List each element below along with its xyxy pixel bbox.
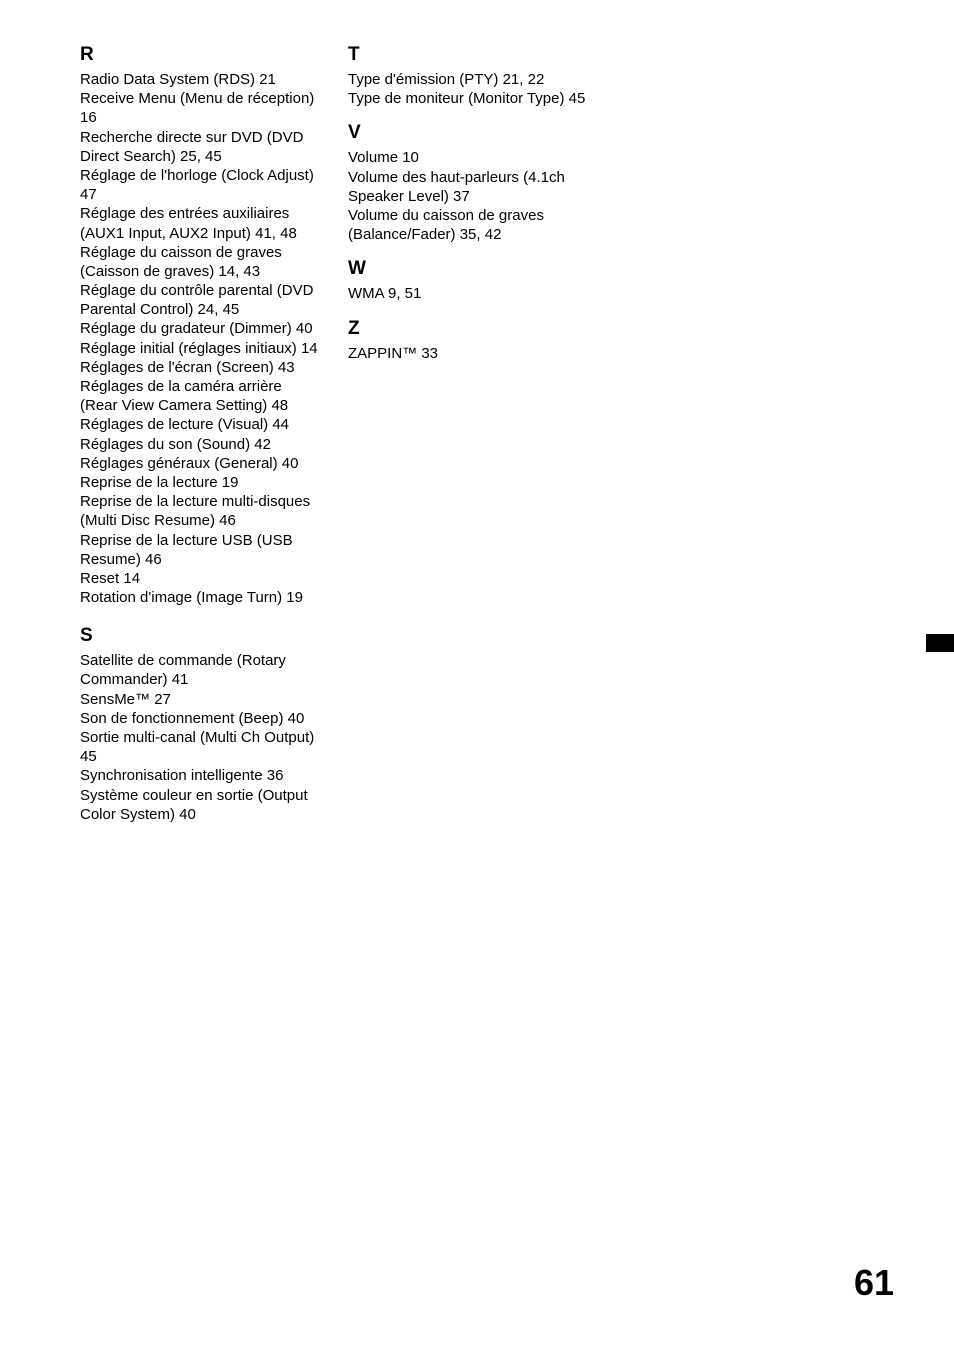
section-heading-t: T [348, 44, 588, 66]
index-entry: Réglages de lecture (Visual) 44 [80, 415, 320, 434]
index-entry: Réglages généraux (General) 40 [80, 454, 320, 473]
index-entry: Rotation d'image (Image Turn) 19 [80, 588, 320, 607]
index-entry: SensMe™ 27 [80, 690, 320, 709]
index-entry: Réglage de l'horloge (Clock Adjust) 47 [80, 166, 320, 204]
index-entry: Réglages de l'écran (Screen) 43 [80, 358, 320, 377]
section-heading-s: S [80, 625, 320, 647]
index-entry: WMA 9, 51 [348, 284, 588, 303]
column-right: T Type d'émission (PTY) 21, 22 Type de m… [348, 40, 588, 824]
index-entry: Réglage initial (réglages initiaux) 14 [80, 339, 320, 358]
index-entry: Réglage du contrôle parental (DVD Parent… [80, 281, 320, 319]
index-entry: Réglages du son (Sound) 42 [80, 435, 320, 454]
page-edge-mark [926, 634, 954, 652]
index-entry: Synchronisation intelligente 36 [80, 766, 320, 785]
index-entry: Réglage du caisson de graves (Caisson de… [80, 243, 320, 281]
index-entry: Receive Menu (Menu de réception) 16 [80, 89, 320, 127]
index-entry: Réglages de la caméra arrière (Rear View… [80, 377, 320, 415]
index-entry: Volume du caisson de graves (Balance/Fad… [348, 206, 588, 244]
section-heading-v: V [348, 122, 588, 144]
index-entry: Réglage du gradateur (Dimmer) 40 [80, 319, 320, 338]
section-heading-r: R [80, 44, 320, 66]
index-entry: Reset 14 [80, 569, 320, 588]
section-heading-w: W [348, 258, 588, 280]
index-entry: Volume 10 [348, 148, 588, 167]
index-entry: ZAPPIN™ 33 [348, 344, 588, 363]
index-entry: Volume des haut-parleurs (4.1ch Speaker … [348, 168, 588, 206]
index-entry: Type de moniteur (Monitor Type) 45 [348, 89, 588, 108]
index-entry: Reprise de la lecture USB (USB Resume) 4… [80, 531, 320, 569]
index-entry: Reprise de la lecture 19 [80, 473, 320, 492]
index-entry: Son de fonctionnement (Beep) 40 [80, 709, 320, 728]
index-entry: Reprise de la lecture multi-disques (Mul… [80, 492, 320, 530]
column-left: R Radio Data System (RDS) 21 Receive Men… [80, 40, 320, 824]
index-entry: Système couleur en sortie (Output Color … [80, 786, 320, 824]
index-entry: Sortie multi-canal (Multi Ch Output) 45 [80, 728, 320, 766]
section-heading-z: Z [348, 318, 588, 340]
index-entry: Recherche directe sur DVD (DVD Direct Se… [80, 128, 320, 166]
index-entry: Réglage des entrées auxiliaires (AUX1 In… [80, 204, 320, 242]
index-entry: Type d'émission (PTY) 21, 22 [348, 70, 588, 89]
index-entry: Satellite de commande (Rotary Commander)… [80, 651, 320, 689]
index-entry: Radio Data System (RDS) 21 [80, 70, 320, 89]
index-columns: R Radio Data System (RDS) 21 Receive Men… [80, 40, 874, 824]
page-number: 61 [854, 1262, 894, 1304]
